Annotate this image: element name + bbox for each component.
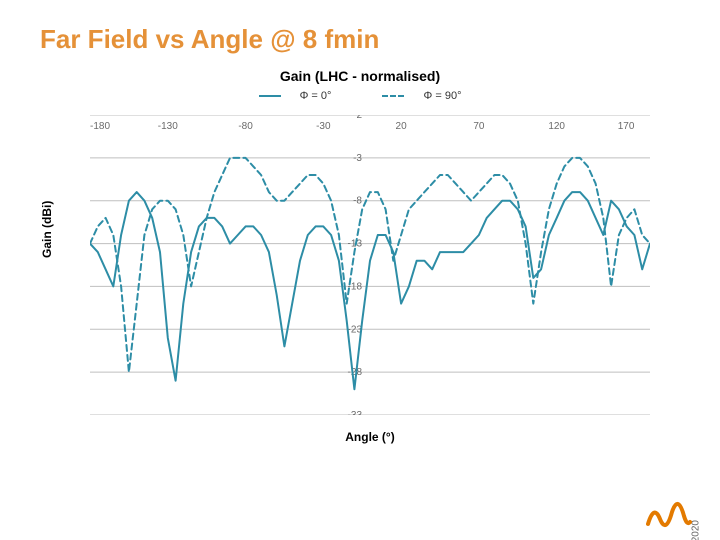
svg-text:-3: -3 [353,153,362,164]
svg-text:-30: -30 [316,121,331,132]
legend-swatch-solid-icon [259,95,281,97]
svg-text:20: 20 [396,121,408,132]
svg-text:2: 2 [356,115,362,121]
y-axis-label: Gain (dBi) [40,201,54,258]
page-title: Far Field vs Angle @ 8 fmin [40,24,379,55]
svg-text:70: 70 [473,121,485,132]
x-axis-label: Angle (°) [90,430,650,444]
chart-plot-area: 2-3-8-13-18-23-28-33-180-130-80-30207012… [90,115,650,415]
svg-text:-8: -8 [353,196,362,207]
footer-date: Sunday, February 02, 2020 [691,520,702,540]
svg-text:-33: -33 [348,410,363,415]
legend-label: Φ = 90° [424,90,462,102]
legend-swatch-dashed-icon [382,95,404,97]
svg-text:-130: -130 [158,121,178,132]
legend-label: Φ = 0° [300,90,332,102]
svg-text:120: 120 [548,121,565,132]
svg-text:170: 170 [618,121,635,132]
chart-legend: Φ = 0° Φ = 90° [0,90,720,102]
slide: Far Field vs Angle @ 8 fmin Gain (LHC - … [0,0,720,540]
chart-title: Gain (LHC - normalised) [0,68,720,84]
svg-text:-80: -80 [238,121,253,132]
brand-logo-icon [646,498,692,530]
chart-svg: 2-3-8-13-18-23-28-33-180-130-80-30207012… [90,115,650,415]
legend-item-phi90: Φ = 90° [370,90,473,102]
svg-text:-180: -180 [90,121,110,132]
footer-meta: Antenna Magus 10.1.0: Sunday, February 0… [691,520,702,540]
legend-item-phi0: Φ = 0° [247,90,344,102]
